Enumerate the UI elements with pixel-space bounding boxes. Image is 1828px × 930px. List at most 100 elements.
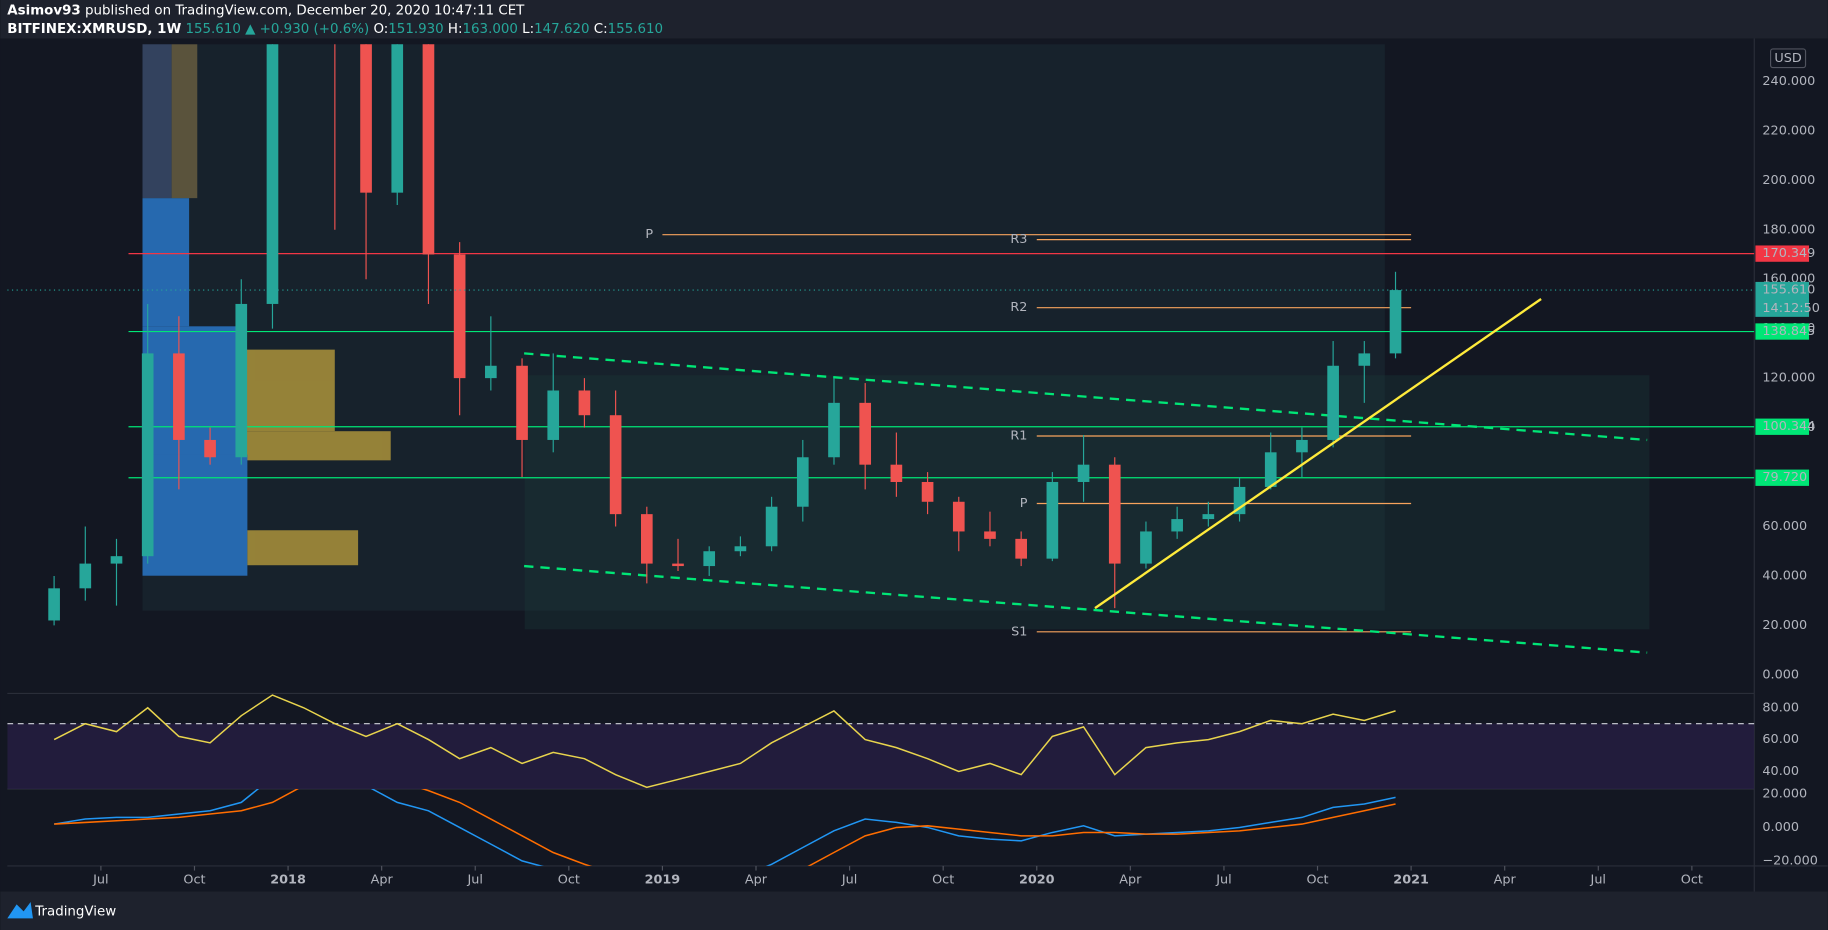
candle-body [204, 439, 216, 458]
ohlc-value: 155.610 [608, 22, 663, 37]
rsi-pane [7, 694, 1755, 789]
candle-body [640, 514, 653, 564]
y-tick-label: −20.000 [1762, 853, 1818, 868]
pivot-label: R2 [1010, 300, 1027, 315]
regression-box [524, 375, 1650, 630]
ohlc-key: O: [373, 22, 388, 37]
candle-body [1171, 519, 1183, 532]
x-tick-label: Apr [1119, 872, 1142, 887]
x-tick-label: 2020 [1019, 872, 1055, 887]
last-price-label: 155.610 [1762, 283, 1815, 298]
profile-bar [235, 349, 335, 432]
candle-body [890, 464, 903, 482]
candle-body [1358, 353, 1371, 366]
profile-bar [142, 454, 248, 576]
last-price-box [1755, 281, 1810, 317]
indicator-line [54, 788, 1396, 866]
profile-bar [142, 44, 172, 199]
candle-body [672, 563, 684, 567]
ohlc-key: C: [594, 22, 608, 37]
ohlc-value: 147.620 [534, 22, 589, 37]
candle-body [516, 365, 528, 440]
candle-body [1108, 464, 1121, 564]
x-tick-label: Apr [371, 872, 394, 887]
trendline [1094, 298, 1542, 610]
x-tick-label: Oct [932, 872, 954, 887]
volume-profile [142, 44, 391, 576]
candle-body [734, 546, 747, 552]
y-tick-label: 60.000 [1762, 519, 1807, 534]
axes: 0.00020.00040.00060.00080.000100.000120.… [92, 74, 1820, 888]
candle-body [235, 303, 248, 458]
currency: USD [1774, 51, 1801, 66]
candle-body [453, 254, 466, 379]
level-box [1755, 418, 1810, 435]
candle-body [422, 44, 435, 255]
bar-timer: 14:12:50 [1762, 301, 1819, 316]
candle-body [1296, 439, 1308, 453]
candle-body [859, 402, 872, 465]
candle-body [609, 415, 622, 515]
header-line: Asimov93 published on TradingView.com, D… [7, 3, 525, 18]
x-tick-label: Jul [1215, 872, 1231, 887]
level-label: 100.344 [1762, 419, 1815, 434]
candle-body [48, 588, 60, 621]
main-pane: P R3 R2 R1 P S1 [7, 44, 1755, 654]
ohlc-key: H: [448, 22, 463, 37]
candle-body [391, 44, 404, 193]
x-tick-label: Jul [92, 872, 108, 887]
candle-body [266, 44, 279, 304]
level-box [1755, 323, 1810, 340]
x-tick-label: Apr [1494, 872, 1517, 887]
brand: TradingView [34, 904, 116, 919]
x-tick-label: Jul [1590, 872, 1606, 887]
y-tick-label: 20.000 [1762, 787, 1807, 802]
y-tick-label: 120.000 [1762, 371, 1815, 386]
pivot-label: R1 [1010, 428, 1027, 443]
published: published on TradingView.com, December 2… [85, 3, 525, 18]
candle-body [796, 457, 809, 507]
x-tick-label: Oct [558, 872, 580, 887]
y-tick-label: 80.00 [1762, 700, 1799, 715]
rsi-band [7, 723, 1755, 789]
candle-body [485, 365, 497, 379]
ohlc-value: 151.930 [388, 22, 443, 37]
macd-pane [54, 788, 1396, 866]
y-tick-label: 200.000 [1762, 173, 1815, 188]
x-tick-label: 2018 [270, 872, 306, 887]
level-label: 138.845 [1762, 324, 1815, 339]
candle-body [1264, 452, 1277, 487]
author: Asimov93 [7, 3, 80, 18]
shaded-range [142, 44, 1385, 611]
y-tick-label: 40.00 [1762, 764, 1799, 779]
y-tick-label: 0.000 [1762, 667, 1799, 682]
symbol: BITFINEX:XMRUSD, 1W [7, 22, 181, 37]
y-tick-label: 180.000 [1762, 222, 1815, 237]
candle-body [828, 402, 840, 458]
y-tick-label: 20.000 [1762, 618, 1807, 633]
y-tick-label: 40.000 [1762, 568, 1807, 583]
price: 155.610 [185, 22, 240, 37]
candle-body [1327, 365, 1339, 440]
level-label: 170.349 [1762, 246, 1815, 261]
candle-body [765, 506, 778, 547]
x-tick-label: Oct [1681, 872, 1703, 887]
ohlc-value: 163.000 [463, 22, 518, 37]
candle-body [141, 353, 154, 557]
change: ▲ +0.930 (+0.6%) [245, 22, 369, 37]
pivot-label: P [1020, 496, 1028, 511]
candle-body [921, 481, 934, 502]
ohlc-key: L: [522, 22, 534, 37]
currency-box [1769, 48, 1807, 69]
candle-body [1389, 290, 1402, 354]
x-tick-label: Jul [841, 872, 857, 887]
channel-line [524, 564, 1648, 654]
candle-body [79, 563, 92, 589]
candle-body [703, 551, 716, 567]
logo [7, 902, 33, 919]
pivot-label: S1 [1011, 624, 1027, 639]
candle-body [547, 390, 560, 440]
candle-body [1140, 531, 1152, 564]
level-label: 79.720 [1762, 470, 1807, 485]
candle-body [110, 556, 123, 564]
